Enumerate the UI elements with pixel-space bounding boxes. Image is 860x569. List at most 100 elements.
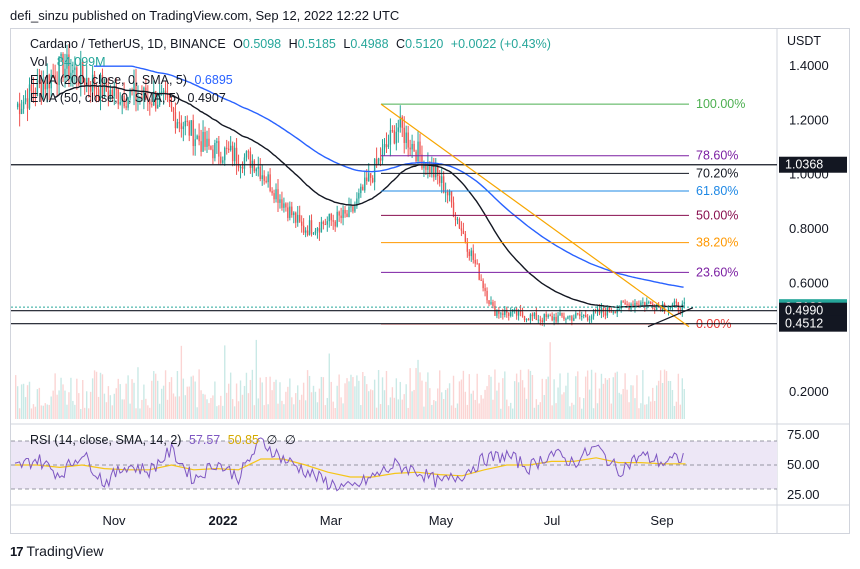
volume-bar (56, 394, 58, 419)
candle-body (437, 166, 439, 177)
volume-bar (86, 391, 88, 419)
candle-body (26, 98, 29, 109)
volume-bar (533, 407, 536, 419)
candle-body (482, 280, 484, 289)
candle-body (470, 250, 472, 257)
candle-body (350, 206, 352, 208)
volume-bar (72, 400, 74, 419)
volume-legend[interactable]: Vol 84.099M (30, 55, 106, 69)
volume-bar (650, 401, 652, 419)
candle-body (283, 203, 285, 208)
candle-body (371, 177, 374, 183)
candle-body (648, 301, 650, 303)
candle-body (535, 312, 538, 321)
volume-bar (484, 389, 486, 419)
candle-body (417, 141, 419, 162)
time-tick-label: 2022 (209, 513, 238, 528)
volume-bar (441, 392, 443, 419)
volume-bar (425, 381, 427, 419)
volume-bar (632, 385, 634, 419)
volume-bar (48, 404, 50, 419)
volume-bar (567, 372, 569, 419)
candle-body (109, 89, 112, 100)
volume-bar (683, 389, 685, 419)
time-tick-label: Jul (544, 513, 561, 528)
candle-body (202, 131, 204, 152)
volume-bar (263, 405, 265, 419)
candle-body (334, 221, 336, 227)
volume-bar (245, 372, 248, 419)
volume-bar (399, 381, 401, 419)
candle-body (299, 214, 301, 222)
candle-body (149, 99, 151, 105)
candle-body (133, 83, 135, 92)
chart-frame[interactable]: USDT 1.4000 1.2000 1.0000 0.8000 0.6000 0.2000… (10, 28, 850, 534)
ema50-legend[interactable]: EMA (50, close, 0, SMA, 5) 0.4907 (30, 91, 226, 105)
volume-bar (679, 404, 682, 419)
volume-bar (659, 370, 662, 419)
vol-value: 84.099M (56, 55, 106, 69)
volume-bar (527, 369, 530, 419)
volume-bar (176, 371, 179, 419)
candle-body (166, 93, 169, 98)
candle-body (529, 314, 532, 321)
candle-body (549, 315, 551, 317)
volume-bar (66, 404, 68, 419)
candle-body (119, 102, 121, 105)
volume-bar (259, 377, 261, 419)
candle-body (249, 151, 252, 169)
candle-body (480, 279, 482, 281)
volume-bar (385, 370, 388, 419)
volume-bar (547, 376, 549, 419)
candle-body (129, 90, 131, 98)
low-label: L (343, 37, 351, 51)
volume-bar (590, 369, 593, 419)
candle-body (168, 97, 171, 103)
volume-bar (285, 391, 287, 419)
volume-bar (24, 397, 27, 419)
candle-body (632, 304, 634, 308)
candle-body (616, 309, 618, 314)
candle-body (407, 132, 409, 148)
volume-bar (393, 397, 396, 419)
chart-canvas[interactable]: USDT1.40001.20001.00000.80000.60000.2000… (11, 29, 849, 533)
volume-bar (581, 408, 583, 419)
candle-body (297, 214, 299, 223)
volume-bar (573, 404, 575, 419)
candle-body (198, 135, 200, 142)
volume-bar (510, 402, 512, 419)
candle-body (194, 139, 196, 147)
candle-body (389, 130, 392, 145)
fib-level-label: 100.00% (696, 97, 745, 111)
volume-bar (330, 381, 332, 419)
volume-bar (131, 379, 133, 419)
volume-bar (450, 405, 453, 419)
candle-body (54, 75, 56, 83)
volume-bar (113, 393, 115, 419)
candle-body (314, 230, 317, 234)
rsi-legend[interactable]: RSI (14, close, SMA, 14, 2) 57.57 50.85 … (30, 432, 296, 447)
ema200-value: 0.6895 (194, 73, 233, 87)
candle-body (229, 145, 232, 151)
candle-body (464, 233, 467, 242)
candle-body (370, 173, 372, 178)
volume-bar (460, 379, 463, 419)
volume-bar (362, 372, 364, 419)
volume-bar (312, 385, 315, 419)
footer-brand[interactable]: 17 TradingView (10, 543, 104, 559)
candle-body (182, 126, 185, 130)
volume-bar (626, 389, 628, 419)
candle-body (42, 83, 44, 98)
candle-body (450, 190, 453, 203)
ema200-legend[interactable]: EMA (200, close, 0, SMA, 5) 0.6895 (30, 73, 233, 87)
candle-body (498, 310, 500, 314)
symbol-name[interactable]: Cardano / TetherUS, 1D, BINANCE (30, 37, 226, 51)
volume-bar (190, 376, 192, 419)
candle-body (531, 314, 534, 317)
change-value: +0.0022 (+0.43%) (450, 37, 551, 51)
volume-bar (74, 404, 76, 419)
volume-bar (411, 391, 413, 419)
volume-bar (543, 394, 545, 419)
volume-bar (648, 396, 650, 419)
candle-body (523, 316, 526, 321)
